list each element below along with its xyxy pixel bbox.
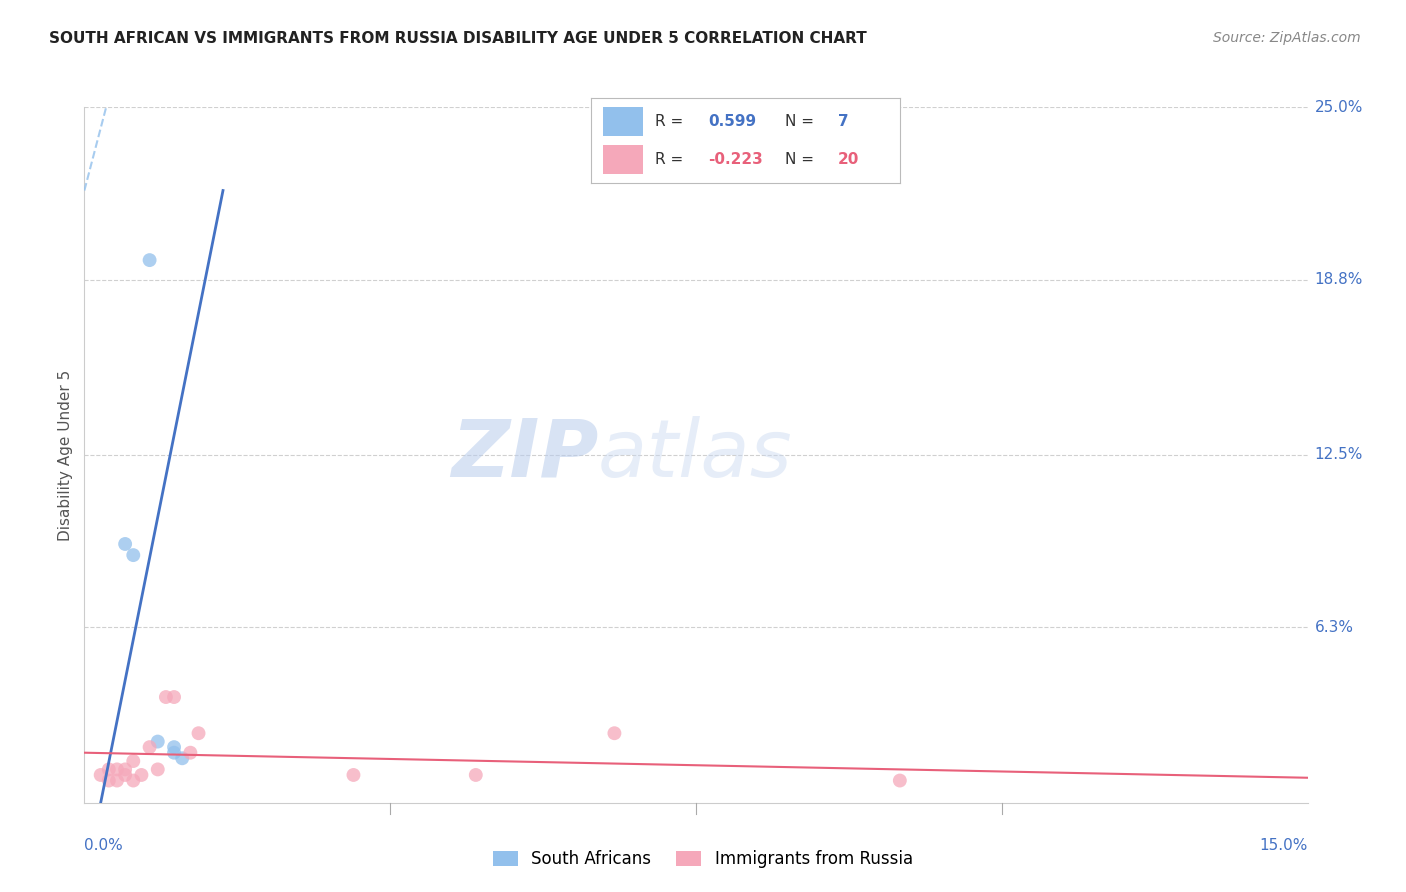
Point: [464, 768, 486, 782]
Text: ZIP: ZIP: [451, 416, 598, 494]
Text: R =: R =: [655, 114, 683, 129]
Point: [163, 690, 186, 704]
Point: [138, 740, 160, 755]
Point: [187, 726, 209, 740]
Legend: South Africans, Immigrants from Russia: South Africans, Immigrants from Russia: [486, 844, 920, 875]
Point: [97, 763, 120, 777]
Point: [155, 690, 177, 704]
Point: [603, 726, 626, 740]
Point: [342, 768, 364, 782]
Text: 25.0%: 25.0%: [1315, 100, 1362, 114]
Y-axis label: Disability Age Under 5: Disability Age Under 5: [58, 369, 73, 541]
Text: atlas: atlas: [598, 416, 793, 494]
Text: 0.599: 0.599: [709, 114, 756, 129]
Point: [146, 734, 169, 748]
Point: [122, 754, 145, 768]
Point: [97, 773, 120, 788]
Text: N =: N =: [786, 152, 814, 167]
Point: [122, 773, 145, 788]
Point: [163, 740, 186, 755]
Text: -0.223: -0.223: [709, 152, 763, 167]
Point: [105, 763, 128, 777]
Point: [90, 768, 112, 782]
Point: [163, 746, 186, 760]
Text: 12.5%: 12.5%: [1315, 448, 1362, 462]
Text: 0.0%: 0.0%: [84, 838, 124, 854]
Point: [889, 773, 911, 788]
Point: [172, 751, 194, 765]
Text: 6.3%: 6.3%: [1315, 620, 1354, 635]
Text: 20: 20: [838, 152, 859, 167]
Point: [146, 763, 169, 777]
Text: SOUTH AFRICAN VS IMMIGRANTS FROM RUSSIA DISABILITY AGE UNDER 5 CORRELATION CHART: SOUTH AFRICAN VS IMMIGRANTS FROM RUSSIA …: [49, 31, 868, 46]
Point: [131, 768, 153, 782]
Point: [179, 746, 201, 760]
Point: [122, 548, 145, 562]
Point: [114, 768, 136, 782]
Text: 7: 7: [838, 114, 849, 129]
FancyBboxPatch shape: [603, 145, 643, 175]
Point: [114, 537, 136, 551]
Point: [138, 253, 160, 268]
Text: 18.8%: 18.8%: [1315, 272, 1362, 287]
Text: N =: N =: [786, 114, 814, 129]
FancyBboxPatch shape: [603, 107, 643, 136]
Text: R =: R =: [655, 152, 683, 167]
Text: Source: ZipAtlas.com: Source: ZipAtlas.com: [1213, 31, 1361, 45]
Point: [114, 763, 136, 777]
Text: 15.0%: 15.0%: [1260, 838, 1308, 854]
Point: [105, 773, 128, 788]
